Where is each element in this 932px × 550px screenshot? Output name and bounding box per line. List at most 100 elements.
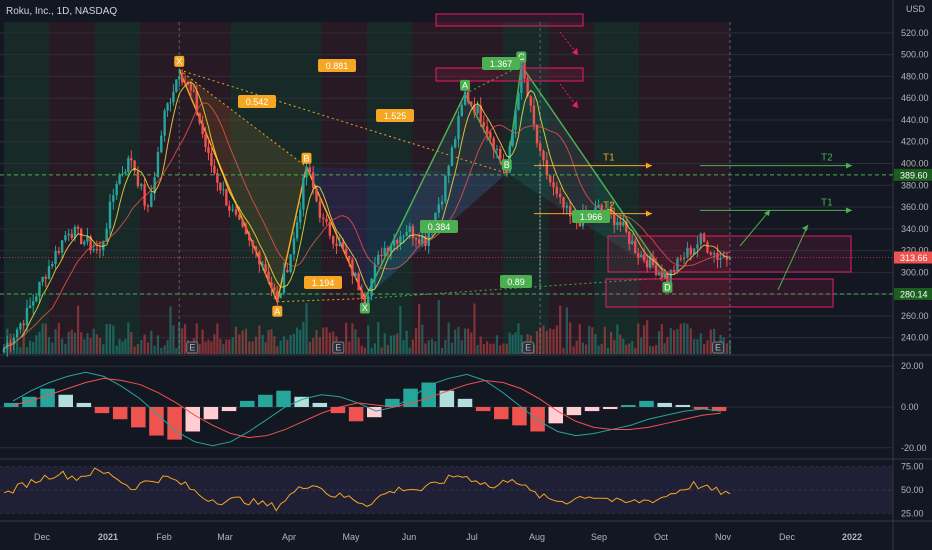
orange-pattern-legs: [178, 69, 366, 305]
price-tag: [894, 251, 932, 264]
candle-body: [542, 150, 545, 161]
green-ratio-line: [464, 65, 522, 95]
volume-bar: [118, 339, 121, 354]
macd-histogram-bar: [348, 407, 364, 422]
volume-bar: [28, 340, 32, 354]
volume-bar: [405, 330, 408, 354]
target-label: T1: [821, 197, 833, 208]
volume-bar: [373, 343, 377, 354]
volume-bar: [689, 328, 692, 354]
candle-body: [225, 189, 228, 206]
candle-body: [98, 249, 102, 251]
candle-body: [402, 235, 405, 237]
volume-bar: [51, 342, 54, 354]
candle-body: [552, 182, 555, 188]
volume-bar: [286, 339, 289, 354]
candle-body: [669, 269, 672, 282]
volume-bar: [578, 324, 581, 354]
volume-bar: [588, 326, 591, 354]
candle-body: [79, 228, 83, 245]
candle-body: [183, 82, 187, 84]
session-band: [593, 22, 640, 354]
price-tick-label: 460.00: [901, 93, 929, 103]
candle-body: [414, 237, 418, 240]
volume-bar: [542, 325, 545, 354]
volume-bar: [267, 329, 270, 354]
volume-bar: [150, 330, 153, 354]
pattern-point-tag: [174, 55, 185, 67]
volume-bar: [178, 322, 181, 354]
volume-bar: [175, 347, 178, 354]
volume-bar: [637, 323, 640, 354]
volume-bar: [492, 343, 495, 354]
candle-body: [709, 252, 713, 255]
symbol-title: Roku, Inc., 1D, NASDAQ: [6, 6, 117, 17]
volume-bar: [172, 325, 175, 354]
volume-bar: [476, 345, 479, 354]
candle-body: [204, 134, 207, 148]
candle-body: [485, 126, 489, 133]
candle-body: [321, 217, 325, 219]
zone-arrow-head: [572, 48, 578, 55]
volume-bar: [276, 346, 279, 354]
volume-bar: [666, 337, 669, 354]
price-tag: [894, 168, 932, 181]
volume-bar: [676, 328, 679, 354]
volume-bar: [308, 342, 311, 354]
volume-bar: [318, 337, 321, 354]
volume-bar: [441, 347, 444, 354]
volume-bar: [325, 327, 328, 354]
candle-body: [47, 266, 51, 279]
candle-body: [198, 112, 201, 124]
candle-body: [389, 245, 393, 252]
candle-body: [628, 231, 631, 245]
macd-histogram-bar: [367, 407, 382, 418]
macd-histogram-bar: [566, 407, 582, 416]
session-band: [457, 22, 504, 354]
volume-bar: [360, 345, 363, 354]
candle-body: [344, 248, 348, 257]
fast-ma-line: [3, 82, 731, 350]
candle-body: [377, 254, 380, 265]
candle-body: [597, 204, 600, 208]
candle-body: [689, 247, 692, 255]
price-tick-label: 260.00: [901, 311, 929, 321]
axes: 240.00260.00280.00300.00320.00340.00360.…: [34, 28, 932, 542]
candle-body: [719, 257, 722, 260]
macd-histogram-bar: [185, 407, 201, 432]
volume-bar: [354, 329, 357, 354]
macd-histogram-bar: [548, 407, 564, 424]
price-tick-label: 520.00: [901, 28, 929, 38]
rsi-tick-label: 50.00: [901, 485, 924, 495]
volume-bar: [591, 327, 594, 354]
volume-bar: [418, 303, 421, 354]
candle-body: [121, 173, 124, 175]
candle-body: [357, 273, 360, 291]
price-tick-label: 500.00: [901, 50, 929, 60]
candle-body: [124, 172, 127, 174]
ratio-label: 1.194: [312, 278, 335, 288]
volume-bar: [357, 337, 360, 354]
volume-bar: [713, 328, 716, 354]
candle-body: [108, 201, 112, 229]
macd-histogram-bar: [239, 400, 255, 407]
volume-bar: [652, 346, 655, 354]
candle-body: [600, 204, 603, 212]
volume-bar: [619, 334, 622, 354]
candle-body: [348, 256, 351, 260]
candle-body: [241, 219, 244, 227]
macd-tick-label: 20.00: [901, 361, 924, 371]
macd-histogram-bar: [693, 407, 709, 410]
volume-bar: [38, 331, 41, 354]
pattern-point-label: A: [462, 80, 468, 90]
volume-bar: [251, 341, 254, 354]
volume-bar: [264, 342, 267, 354]
pattern-point-tag: [501, 159, 512, 171]
ratio-label: 0.384: [428, 222, 451, 232]
earnings-label: E: [715, 343, 721, 353]
candle-body: [654, 264, 658, 275]
volume-bar: [124, 338, 127, 354]
volume-bar: [241, 330, 244, 354]
